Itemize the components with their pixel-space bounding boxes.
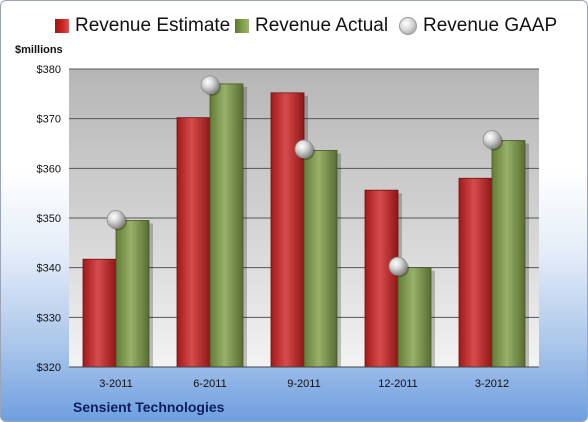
- gaap-marker: [200, 75, 220, 95]
- legend-label-gaap: Revenue GAAP: [423, 15, 558, 36]
- gaap-marker: [294, 139, 314, 159]
- x-tick-label: 3-2012: [475, 378, 509, 390]
- legend-item-actual: Revenue Actual: [235, 15, 388, 37]
- legend-label-actual: Revenue Actual: [255, 15, 389, 36]
- y-tick-label: $370: [37, 114, 61, 126]
- bar-estimate: [82, 258, 117, 368]
- legend-marker-gaap: [399, 17, 417, 35]
- gaap-marker: [106, 210, 126, 229]
- bar-actual: [397, 267, 432, 368]
- x-tick-label: 6-2011: [193, 378, 226, 390]
- y-axis-label: $millions: [15, 44, 63, 56]
- y-tick-label: $360: [37, 163, 61, 175]
- bar-actual: [209, 83, 244, 368]
- bar-estimate: [176, 117, 211, 368]
- legend-swatch-actual: [235, 19, 249, 33]
- legend-label-estimate: Revenue Estimate: [75, 15, 231, 36]
- gaap-marker: [388, 256, 408, 276]
- legend-swatch-estimate: [55, 19, 69, 33]
- gaap-marker: [482, 130, 502, 149]
- y-tick-label: $380: [37, 64, 61, 76]
- bar-estimate: [458, 177, 493, 368]
- y-tick-label: $320: [37, 362, 61, 374]
- x-tick-label: 9-2011: [287, 378, 320, 390]
- x-tick-label: 12-2011: [378, 378, 418, 390]
- y-tick-label: $350: [37, 213, 61, 225]
- legend-item-estimate: Revenue Estimate: [55, 15, 230, 37]
- bar-actual: [303, 150, 338, 368]
- y-tick-label: $330: [37, 312, 61, 324]
- bar-actual: [115, 220, 150, 368]
- bar-actual: [491, 140, 526, 368]
- bar-estimate: [270, 92, 305, 368]
- company-name: Sensient Technologies: [73, 399, 225, 415]
- legend: Revenue Estimate Revenue Actual Revenue …: [1, 15, 587, 41]
- x-tick-label: 3-2011: [99, 378, 132, 390]
- bar-estimate: [364, 189, 399, 368]
- y-tick-label: $340: [37, 263, 61, 275]
- legend-item-gaap: Revenue GAAP: [399, 15, 557, 37]
